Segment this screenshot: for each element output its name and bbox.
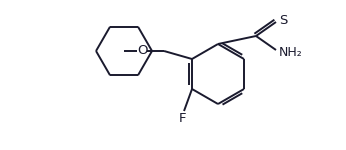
Text: S: S: [279, 14, 288, 27]
Text: NH₂: NH₂: [279, 45, 303, 58]
Text: F: F: [178, 112, 186, 126]
Text: O: O: [137, 45, 147, 57]
